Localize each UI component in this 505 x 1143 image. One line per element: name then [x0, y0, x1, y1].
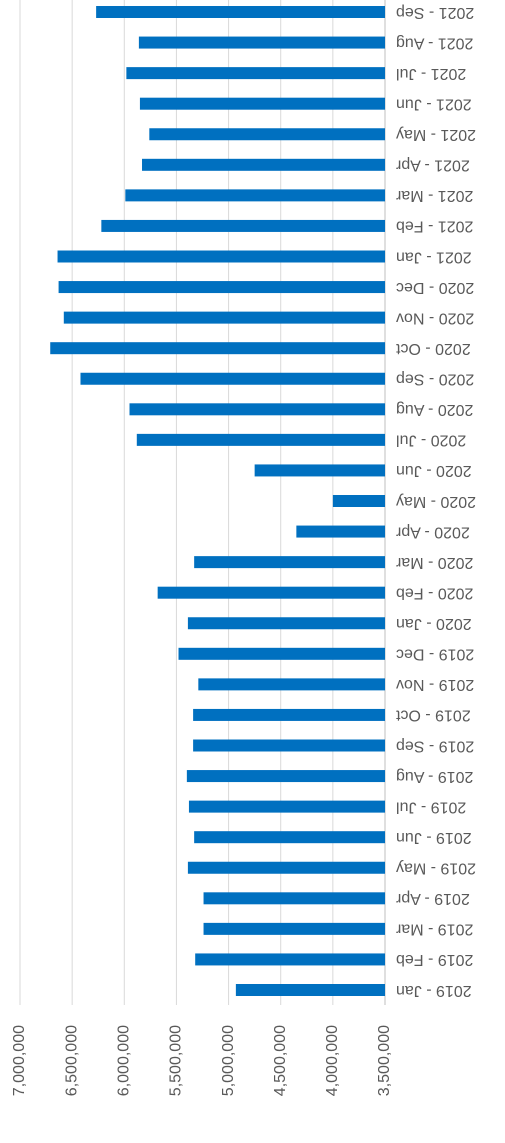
- y-tick-label: 4,000,000: [324, 1025, 341, 1096]
- x-tick-label: 2020 - May: [396, 493, 476, 510]
- y-tick-label: 4,500,000: [272, 1025, 289, 1096]
- x-tick-label: 2020 - Mar: [395, 554, 473, 571]
- bar: [57, 250, 386, 263]
- y-tick-label: 6,000,000: [116, 1025, 133, 1096]
- x-tick-label: 2019 - Jul: [396, 798, 466, 815]
- x-tick-label: 2019 - Nov: [396, 676, 474, 693]
- bar: [235, 984, 385, 996]
- bar: [194, 831, 385, 844]
- x-tick-label: 2019 - May: [396, 860, 476, 877]
- bar: [136, 433, 385, 446]
- x-tick-label: 2020 - Dec: [396, 279, 474, 296]
- bar: [178, 647, 385, 660]
- x-tick-label: 2019 - Aug: [396, 768, 473, 785]
- bar: [142, 158, 385, 171]
- y-tick-label: 3,500,000: [376, 1025, 393, 1096]
- x-tick-label: 2021 - Jun: [396, 95, 472, 112]
- bar: [96, 6, 385, 18]
- y-tick-label: 7,000,000: [11, 1025, 28, 1096]
- bar: [101, 219, 385, 232]
- x-tick-label: 2020 - Feb: [396, 584, 473, 601]
- x-tick-label: 2019 - Apr: [395, 890, 470, 907]
- bar: [193, 708, 385, 721]
- x-tick-label: 2021 - Jan: [396, 248, 472, 265]
- bar: [139, 97, 385, 110]
- x-tick-label: 2021 - Aug: [396, 34, 473, 51]
- bar: [254, 464, 385, 477]
- x-tick-label: 2021 - Jul: [396, 65, 466, 82]
- bar: [63, 311, 386, 324]
- bar: [193, 739, 385, 752]
- x-tick-label: 2020 - Jul: [396, 432, 466, 449]
- bar: [187, 617, 385, 630]
- bar: [195, 953, 385, 966]
- y-tick-label: 5,500,000: [168, 1025, 185, 1096]
- bar: [198, 678, 385, 691]
- x-tick-label: 2020 - Oct: [395, 340, 470, 357]
- x-tick-label: 2021 - May: [396, 126, 476, 143]
- bar: [125, 189, 385, 202]
- x-tick-label: 2019 - Feb: [396, 951, 473, 968]
- x-tick-label: 2019 - Oct: [395, 707, 470, 724]
- x-tick-label: 2019 - Jun: [396, 829, 472, 846]
- bar: [187, 861, 385, 874]
- bar: [203, 892, 385, 905]
- bar: [296, 525, 385, 538]
- bar: [186, 770, 385, 783]
- y-tick-label: 6,500,000: [63, 1025, 80, 1096]
- bar: [332, 495, 385, 507]
- x-tick-label: 2020 - Jun: [396, 462, 472, 479]
- bar: [80, 372, 385, 385]
- bar: [138, 36, 385, 49]
- x-tick-label: 2020 - Nov: [396, 309, 474, 326]
- x-tick-label: 2020 - Sep: [396, 371, 474, 388]
- x-tick-label: 2020 - Jan: [396, 615, 472, 632]
- x-tick-label: 2021 - Apr: [395, 157, 470, 174]
- y-tick-label: 5,000,000: [220, 1025, 237, 1096]
- bar: [129, 403, 385, 416]
- x-tick-label: 2021 - Sep: [396, 4, 474, 21]
- bar: [188, 800, 385, 813]
- x-tick-label: 2019 - Jan: [396, 982, 472, 999]
- x-tick-label: 2019 - Dec: [396, 646, 474, 663]
- bar: [203, 922, 385, 935]
- x-tick-label: 2019 - Sep: [396, 737, 474, 754]
- x-tick-label: 2021 - Mar: [395, 187, 473, 204]
- x-tick-label: 2019 - Mar: [395, 921, 473, 938]
- bar: [126, 67, 385, 80]
- x-tick-label: 2021 - Feb: [396, 218, 473, 235]
- bar: [194, 556, 385, 569]
- bar: [58, 281, 385, 294]
- x-tick-label: 2020 - Aug: [396, 401, 473, 418]
- bar: [157, 586, 385, 599]
- x-tick-label: 2020 - Apr: [395, 523, 470, 540]
- bar: [50, 342, 385, 355]
- bar: [149, 128, 385, 141]
